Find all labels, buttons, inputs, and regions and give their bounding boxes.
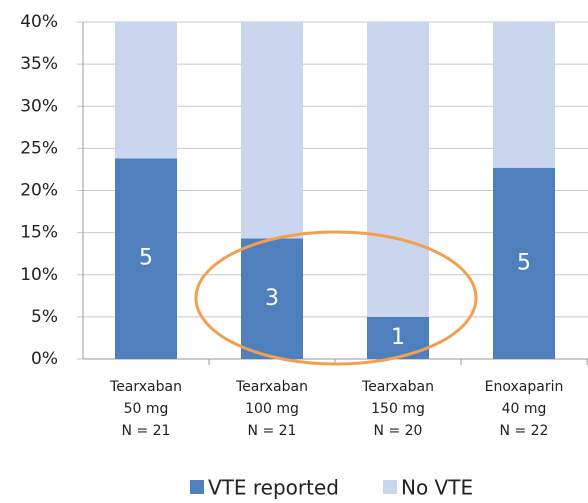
y-tick-label: 0% [31,349,58,369]
x-tick-label: 40 mg [502,401,547,417]
bar-segment [367,22,429,317]
data-label: 3 [265,286,279,311]
data-label: 1 [391,325,405,350]
y-tick-label: 10% [20,265,58,285]
x-tick-label: 100 mg [245,401,299,417]
y-tick-label: 30% [20,96,58,116]
legend-label: No VTE [401,476,473,500]
bar-segment [241,238,303,359]
y-tick-label: 25% [20,138,58,158]
x-tick-label: N = 20 [374,423,423,439]
legend-swatch [382,480,397,494]
legend-label: VTE reported [208,476,339,500]
bar-segment [115,22,177,159]
x-tick-label: N = 22 [500,423,549,439]
y-tick-label: 40% [20,12,58,32]
bar-segment [241,22,303,239]
y-tick-label: 20% [20,181,58,201]
data-label: 5 [139,246,153,271]
x-tick-label: Tearxaban [361,379,434,395]
bar-segment [115,158,177,359]
y-tick-label: 15% [20,223,58,243]
x-tick-label: N = 21 [248,423,297,439]
highlight-ellipse [194,230,478,366]
data-label: 5 [517,250,531,275]
x-tick-label: Tearxaban [109,379,182,395]
y-tick-label: 5% [31,307,58,327]
bar-segment [493,167,555,359]
x-tick-label: Tearxaban [235,379,308,395]
x-tick-label: 50 mg [124,401,169,417]
y-tick-label: 35% [20,54,58,74]
x-tick-label: N = 21 [122,423,171,439]
bar-segment [493,22,555,168]
x-tick-label: 150 mg [371,401,425,417]
x-tick-label: Enoxaparin [485,379,564,395]
legend-swatch [190,480,204,494]
